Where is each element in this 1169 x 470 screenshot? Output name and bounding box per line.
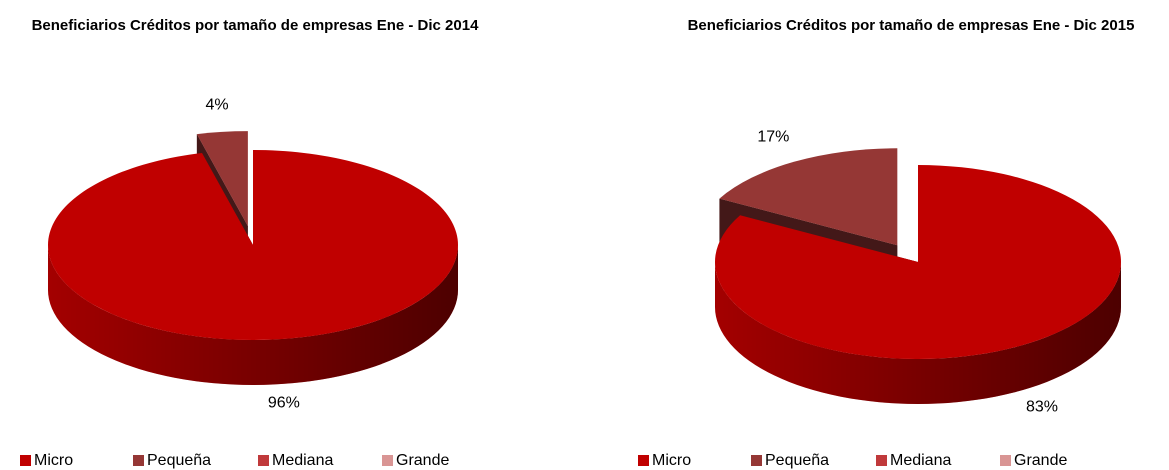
data-label: 83% bbox=[1026, 398, 1058, 415]
legend-label: Grande bbox=[396, 452, 449, 469]
legend-swatch bbox=[1000, 455, 1011, 466]
legend-label: Micro bbox=[34, 452, 73, 469]
legend-swatch bbox=[876, 455, 887, 466]
legend-label: Grande bbox=[1014, 452, 1067, 469]
chart-title: Beneficiarios Créditos por tamaño de emp… bbox=[687, 17, 1135, 34]
legend-label: Mediana bbox=[272, 452, 333, 469]
legend-swatch bbox=[258, 455, 269, 466]
data-label: 17% bbox=[757, 128, 789, 145]
slice bbox=[48, 150, 459, 341]
slice bbox=[719, 148, 898, 246]
legend-swatch bbox=[133, 455, 144, 466]
legend-swatch bbox=[382, 455, 393, 466]
legend-swatch bbox=[751, 455, 762, 466]
slice-side-shade bbox=[48, 245, 458, 385]
legend-swatch bbox=[20, 455, 31, 466]
slice bbox=[715, 165, 1122, 359]
legend-label: Pequeña bbox=[147, 452, 211, 469]
legend-label: Micro bbox=[652, 452, 691, 469]
slice-side-shade bbox=[715, 262, 1121, 404]
legend-label: Pequeña bbox=[765, 452, 829, 469]
data-label: 96% bbox=[268, 394, 300, 411]
chart-title: Beneficiarios Créditos por tamaño de emp… bbox=[31, 17, 479, 34]
data-label: 4% bbox=[205, 96, 228, 113]
legend-swatch bbox=[638, 455, 649, 466]
legend-label: Mediana bbox=[890, 452, 951, 469]
slice bbox=[196, 131, 248, 227]
